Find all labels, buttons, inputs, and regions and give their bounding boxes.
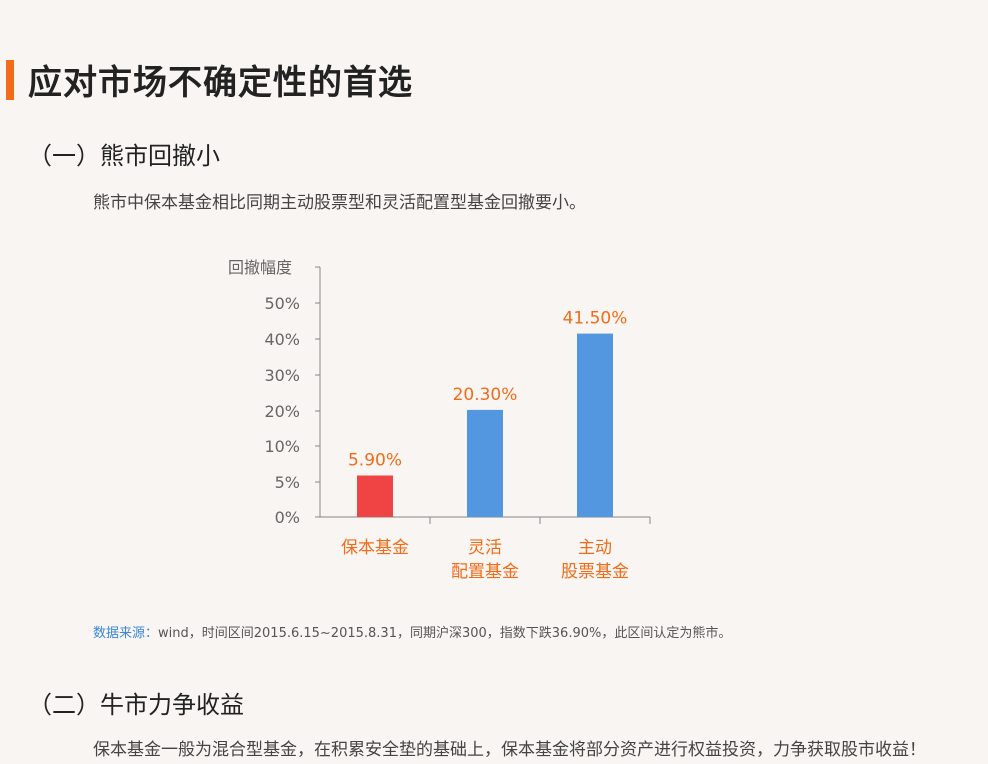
section-text-bear-market: 熊市中保本基金相比同期主动股票型和灵活配置型基金回撤要小。 (93, 193, 586, 213)
data-source-label: 数据来源： (93, 626, 159, 641)
x-category-label: 灵活 (468, 538, 502, 558)
bar-value-label: 5.90% (348, 451, 402, 471)
bar (577, 333, 613, 517)
page-title: 应对市场不确定性的首选 (28, 63, 413, 103)
title-accent-bar (6, 60, 14, 100)
y-tick-label: 40% (264, 330, 300, 349)
y-tick-label: 10% (264, 437, 300, 456)
bar-value-label: 41.50% (563, 309, 628, 329)
bar (467, 409, 503, 517)
x-category-label: 配置基金 (451, 562, 519, 582)
x-category-label: 保本基金 (341, 538, 409, 558)
section-heading-bull-market: （二）牛市力争收益 (28, 691, 244, 719)
y-tick-label: 5% (275, 473, 300, 492)
section-text-bull-market: 保本基金一般为混合型基金，在积累安全垫的基础上，保本基金将部分资产进行权益投资，… (93, 740, 926, 760)
x-category-label: 股票基金 (561, 562, 629, 582)
bar (357, 475, 393, 517)
y-tick-label: 20% (264, 402, 300, 421)
bar-value-label: 20.30% (453, 385, 518, 405)
section-heading-bear-market: （一）熊市回撤小 (28, 142, 220, 170)
y-axis-label: 回撤幅度 (228, 258, 292, 277)
data-source-note: 数据来源：wind，时间区间2015.6.15~2015.8.31，同期沪深30… (93, 622, 731, 641)
y-tick-label: 0% (275, 508, 300, 527)
x-category-label: 主动 (578, 538, 612, 558)
data-source-text: wind，时间区间2015.6.15~2015.8.31，同期沪深300，指数下… (158, 626, 732, 641)
y-tick-label: 50% (264, 294, 300, 313)
y-tick-label: 30% (264, 366, 300, 385)
